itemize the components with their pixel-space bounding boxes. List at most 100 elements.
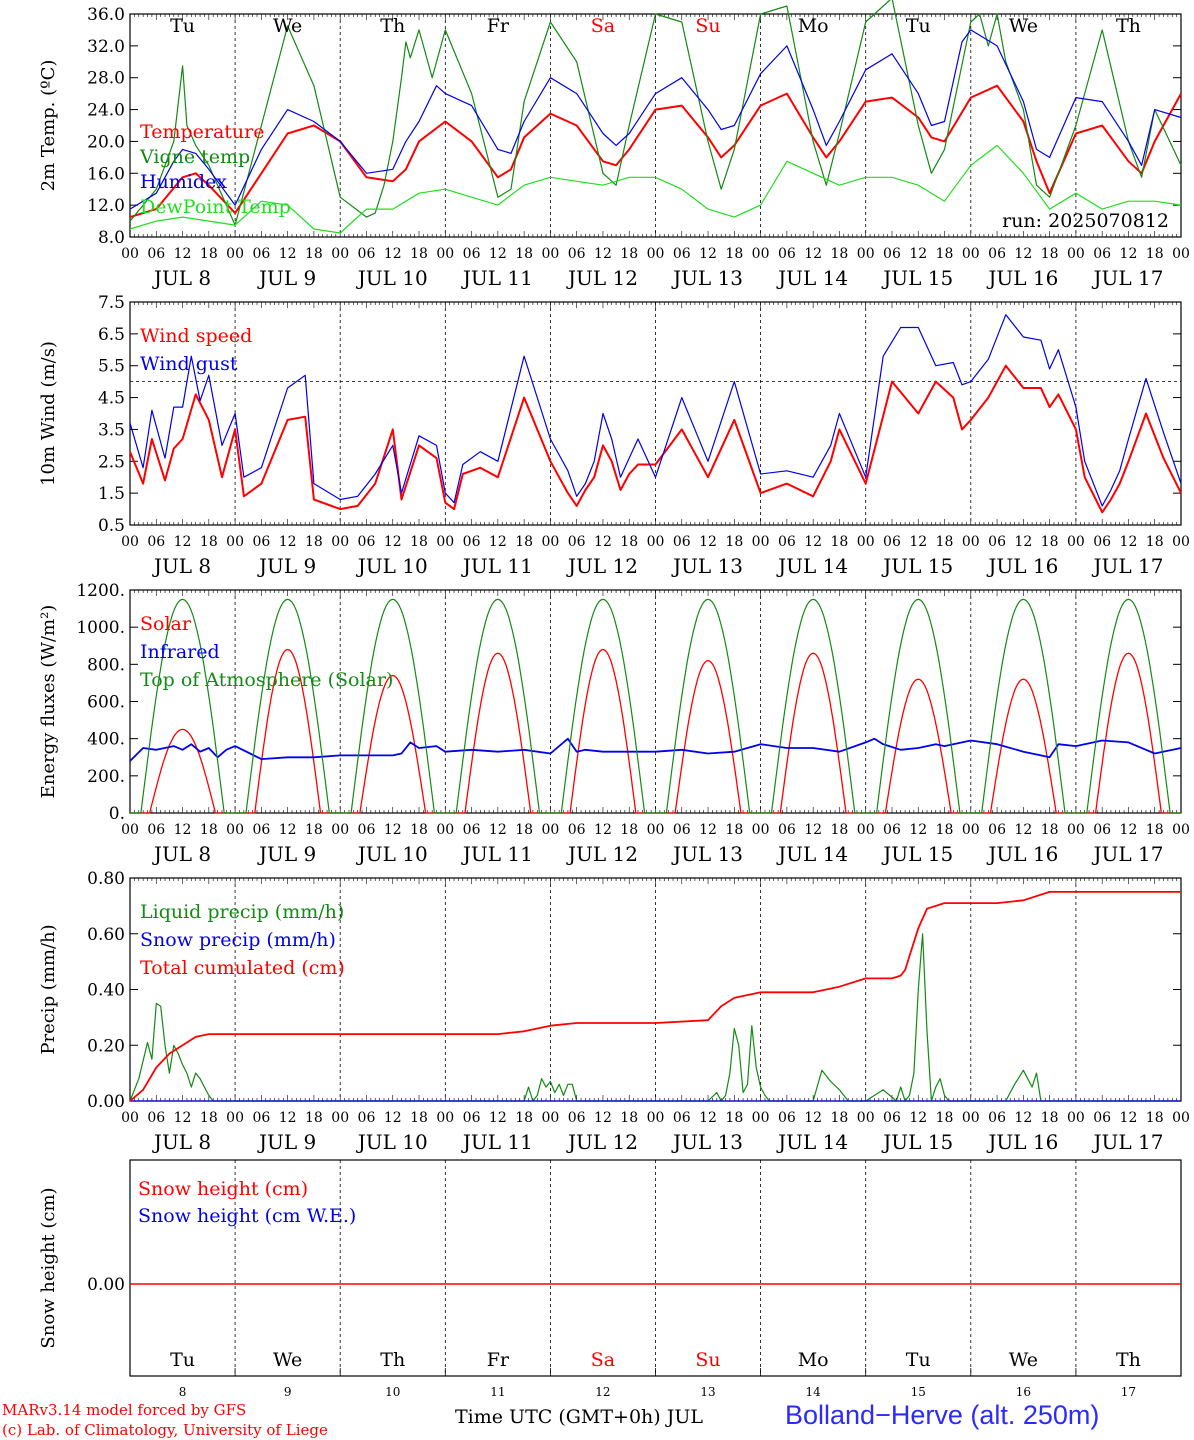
legend-entry: Humidex [140,171,227,193]
hour-tick-label: 06 [883,1110,901,1126]
hour-tick-label: 00 [226,822,244,838]
date-label: JUL 12 [566,266,638,290]
hour-tick-label: 12 [1120,534,1138,550]
hour-tick-label: 12 [489,1110,507,1126]
date-label: JUL 12 [566,554,638,578]
day-number-label: 11 [490,1385,505,1399]
date-label: JUL 9 [257,842,316,866]
y-tick-label: 0.5 [98,516,125,536]
hour-tick-label: 18 [305,822,323,838]
legend-entry: Infrared [140,641,220,663]
series-line-wind-speed [129,364,1182,514]
panel-precip [129,877,1182,1102]
date-label: JUL 14 [776,266,848,290]
y-tick-label: 0.00 [87,1275,125,1295]
hour-tick-label: 18 [831,246,849,262]
hour-tick-label: 12 [594,246,612,262]
y-tick-label: 20.0 [87,132,125,152]
date-label: JUL 16 [986,554,1058,578]
hour-tick-label: 06 [568,822,586,838]
legend-entry: Vigne temp [139,146,250,168]
date-label: JUL 11 [461,842,533,866]
hour-tick-label: 18 [515,822,533,838]
hour-tick-label: 18 [410,534,428,550]
hour-tick-label: 06 [1093,822,1111,838]
hour-tick-label: 06 [252,1110,270,1126]
hour-tick-label: 00 [436,534,454,550]
date-label: JUL 12 [566,842,638,866]
hour-tick-label: 06 [1093,246,1111,262]
hour-tick-label: 18 [515,534,533,550]
hour-tick-label: 18 [200,1110,218,1126]
hour-tick-label: 18 [831,1110,849,1126]
date-label: JUL 12 [566,1130,638,1154]
hour-tick-label: 18 [305,246,323,262]
hour-tick-label: 00 [121,822,139,838]
date-label: JUL 14 [776,554,848,578]
hour-tick-label: 18 [1146,822,1164,838]
hour-tick-label: 12 [909,1110,927,1126]
hour-tick-label: 18 [620,822,638,838]
day-abbr-label: Th [1116,1349,1141,1371]
series-line-wind-gust [129,314,1182,507]
hour-tick-label: 12 [699,246,717,262]
hour-tick-label: 12 [594,822,612,838]
hour-tick-label: 12 [804,246,822,262]
hour-tick-label: 12 [909,246,927,262]
date-label: JUL 16 [986,842,1058,866]
hour-tick-label: 06 [988,534,1006,550]
hour-tick-label: 06 [1093,1110,1111,1126]
hour-tick-label: 06 [1093,534,1111,550]
y-tick-label: 7.5 [98,293,125,313]
y-tick-label: 24.0 [87,101,125,121]
day-abbr-label: Tu [906,15,931,37]
footer-lab-credit: (c) Lab. of Climatology, University of L… [2,1421,328,1439]
date-label: JUL 14 [776,842,848,866]
hour-tick-label: 06 [778,534,796,550]
legend-entry: Temperature [140,121,264,143]
hour-tick-label: 00 [436,1110,454,1126]
day-number-label: 9 [284,1385,292,1399]
y-tick-label: 6.5 [98,325,125,345]
day-abbr-label: Sa [591,15,615,37]
day-abbr-label: Su [695,1349,720,1371]
hour-tick-label: 00 [331,1110,349,1126]
y-axis-label: 2m Temp. (ºC) [38,60,59,192]
date-label: JUL 9 [257,1130,316,1154]
hour-tick-label: 06 [358,1110,376,1126]
date-label: JUL 15 [881,842,953,866]
day-abbr-label: Mo [798,15,829,37]
day-abbr-label: We [273,1349,302,1371]
legend-entry: Solar [140,613,192,635]
hour-tick-label: 12 [699,822,717,838]
series-line-temperature [129,84,1182,219]
day-abbr-label: Tu [170,15,195,37]
hour-tick-label: 06 [147,534,165,550]
hour-tick-label: 18 [200,822,218,838]
hour-tick-label: 06 [778,246,796,262]
hour-tick-label: 00 [541,822,559,838]
legend-entry: Wind speed [140,325,252,347]
hour-tick-label: 12 [1120,822,1138,838]
plot-frame [129,301,1182,526]
series-line-total-cumulated-cm- [129,891,1181,1102]
hour-tick-label: 00 [857,1110,875,1126]
date-label: JUL 13 [671,266,743,290]
date-label: JUL 14 [776,1130,848,1154]
hour-tick-label: 06 [463,534,481,550]
hour-tick-label: 18 [725,246,743,262]
hour-tick-label: 06 [778,822,796,838]
day-abbr-label: Tu [906,1349,931,1371]
date-label: JUL 11 [461,266,533,290]
hour-tick-label: 18 [620,534,638,550]
hour-tick-label: 18 [620,246,638,262]
y-axis-label: 10m Wind (m/s) [38,341,59,486]
hour-tick-label: 06 [883,822,901,838]
y-tick-label: 1200. [76,581,125,601]
hour-tick-label: 00 [226,1110,244,1126]
hour-tick-label: 00 [752,246,770,262]
day-abbr-label: Fr [487,1349,510,1371]
y-tick-label: 600. [87,693,125,713]
day-number-label: 15 [911,1385,926,1399]
hour-tick-label: 12 [804,534,822,550]
